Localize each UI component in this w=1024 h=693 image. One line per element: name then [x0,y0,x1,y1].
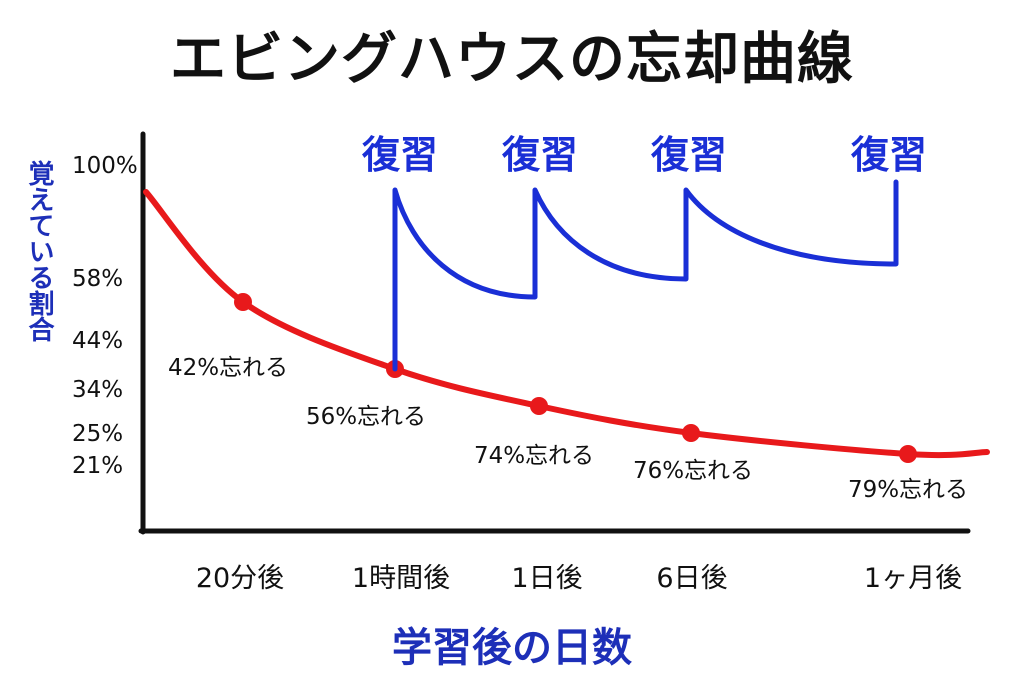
forgetting-curve-point [234,293,252,311]
x-tick-label: 1時間後 [352,563,450,594]
forgetting-curve-point [899,445,917,463]
forgetting-annotation: 42%忘れる [168,355,288,381]
review-curve-line [392,179,899,372]
chart-title: エビングハウスの忘却曲線 [170,27,854,92]
forgetting-curve-point [530,397,548,415]
review-label: 復習 [650,133,727,177]
x-tick-label: 1日後 [511,563,582,594]
y-tick-label: 25% [72,421,123,447]
forgetting-annotation: 56%忘れる [306,404,426,430]
y-axis-title: 覚えている割合 [24,160,54,342]
x-tick-label: 1ヶ月後 [864,563,962,594]
forgetting-annotation: 76%忘れる [633,458,753,484]
y-tick-label: 21% [72,453,123,479]
x-axis-title: 学習後の日数 [392,625,632,671]
x-tick-label: 6日後 [656,563,727,594]
y-tick-label: 100% [72,153,138,179]
forgetting-curve-line [143,189,990,459]
y-tick-label: 34% [72,377,123,403]
y-tick-label: 58% [72,266,123,292]
forgetting-annotation: 74%忘れる [474,443,594,469]
y-tick-label: 44% [72,328,123,354]
x-tick-label: 20分後 [196,563,284,594]
review-label: 復習 [361,133,438,177]
forgetting-annotation: 79%忘れる [848,477,968,503]
review-label: 復習 [850,133,927,177]
review-label: 復習 [501,133,578,177]
forgetting-curve-point [682,424,700,442]
